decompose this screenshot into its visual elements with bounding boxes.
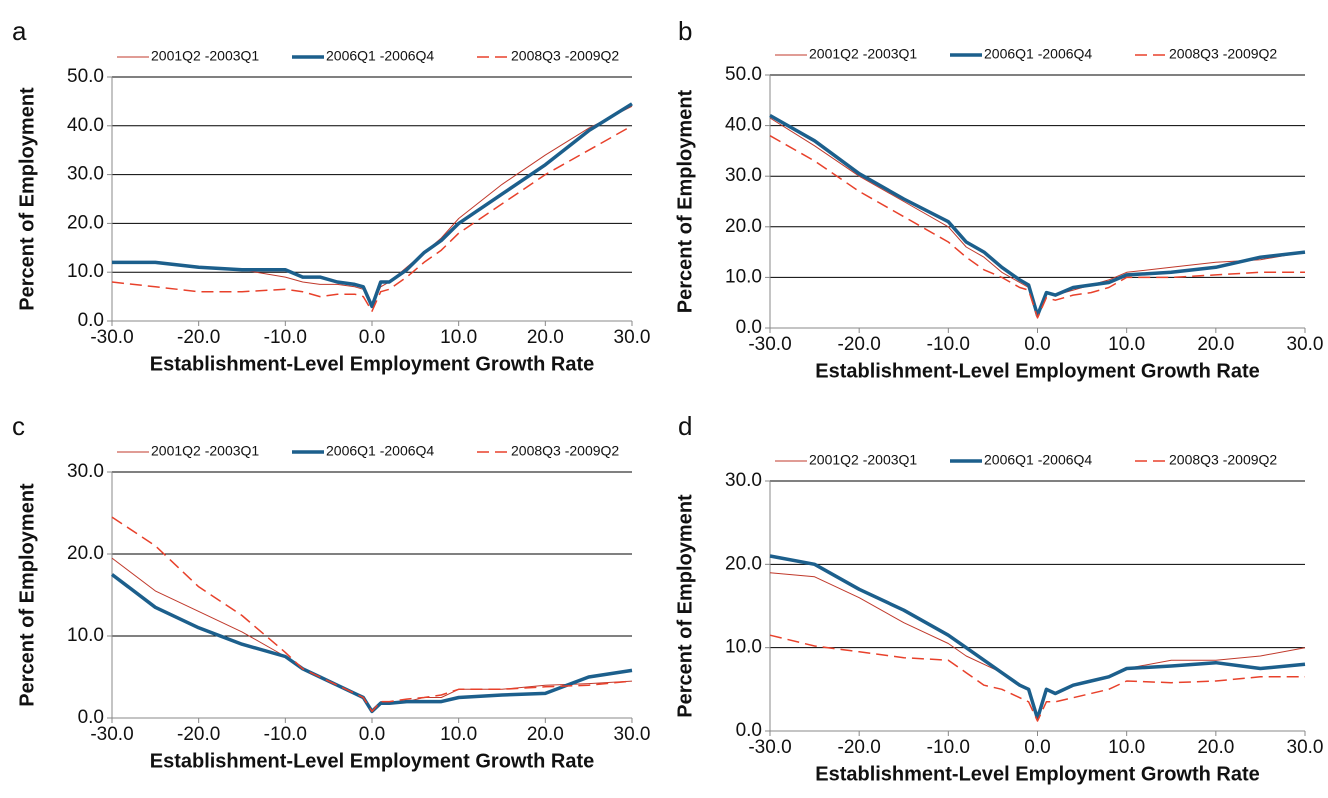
y-tick-label: 10.0 <box>67 625 104 646</box>
y-tick-label: 20.0 <box>67 543 104 564</box>
panel-label: b <box>678 16 692 46</box>
y-axis-label: Percent of Employment <box>674 89 696 313</box>
series-line <box>112 102 633 309</box>
legend-label: 2006Q1 -2006Q4 <box>984 46 1092 62</box>
y-tick-label: 30.0 <box>725 470 762 491</box>
series-line <box>112 105 633 307</box>
x-tick-label: -10.0 <box>927 334 970 355</box>
legend-label: 2001Q2 -2003Q1 <box>151 48 259 64</box>
x-tick-label: 30.0 <box>1287 737 1324 758</box>
series-line <box>769 135 1305 319</box>
y-tick-label: 30.0 <box>67 461 104 482</box>
y-tick-label: 40.0 <box>67 115 104 136</box>
panel-label: c <box>12 411 25 441</box>
x-tick-label: -30.0 <box>748 334 791 355</box>
y-tick-label: 20.0 <box>725 553 762 574</box>
x-tick-label: -10.0 <box>264 327 307 348</box>
x-tick-label: 0.0 <box>1024 737 1050 758</box>
series-line <box>769 554 1306 721</box>
x-tick-label: -20.0 <box>838 334 881 355</box>
legend-label: 2001Q2 -2003Q1 <box>809 46 917 62</box>
legend-label: 2008Q3 -2009Q2 <box>511 48 619 64</box>
x-tick-label: 0.0 <box>359 327 385 348</box>
x-tick-label: 0.0 <box>359 724 385 745</box>
x-tick-label: 20.0 <box>527 724 564 745</box>
y-tick-label: 0.0 <box>736 720 762 741</box>
series-line <box>111 516 633 713</box>
x-tick-label: -20.0 <box>177 327 220 348</box>
legend-label: 2006Q1 -2006Q4 <box>326 48 434 64</box>
panel-label: d <box>678 411 692 441</box>
y-tick-label: 20.0 <box>67 212 104 233</box>
y-tick-label: 30.0 <box>67 164 104 185</box>
x-axis-label: Establishment-Level Employment Growth Ra… <box>815 360 1260 382</box>
y-tick-label: 0.0 <box>78 310 104 331</box>
x-axis-label: Establishment-Level Employment Growth Ra… <box>815 763 1260 785</box>
y-tick-label: 10.0 <box>725 637 762 658</box>
legend-label: 2006Q1 -2006Q4 <box>326 443 434 459</box>
y-tick-label: 50.0 <box>725 64 762 85</box>
x-tick-label: -30.0 <box>90 724 133 745</box>
x-tick-label: -10.0 <box>264 724 307 745</box>
y-axis-label: Percent of Employment <box>674 494 696 718</box>
panel-label: a <box>12 16 27 46</box>
legend-label: 2008Q3 -2009Q2 <box>1169 452 1277 468</box>
y-tick-label: 10.0 <box>67 261 104 282</box>
series-line <box>769 113 1306 318</box>
x-tick-label: 10.0 <box>440 327 477 348</box>
x-axis-label: Establishment-Level Employment Growth Ra… <box>150 353 595 375</box>
series-line <box>111 125 633 312</box>
x-tick-label: 20.0 <box>1197 334 1234 355</box>
y-tick-label: 0.0 <box>78 707 104 728</box>
y-axis-label: Percent of Employment <box>16 87 38 311</box>
x-tick-label: 30.0 <box>1287 334 1324 355</box>
y-tick-label: 0.0 <box>736 317 762 338</box>
series-line <box>769 634 1305 722</box>
x-tick-label: 20.0 <box>1197 737 1234 758</box>
x-tick-label: 30.0 <box>614 327 651 348</box>
legend-label: 2001Q2 -2003Q1 <box>151 443 259 459</box>
x-tick-label: 10.0 <box>1108 334 1145 355</box>
x-tick-label: 30.0 <box>614 724 651 745</box>
x-tick-label: 20.0 <box>527 327 564 348</box>
legend-label: 2008Q3 -2009Q2 <box>511 443 619 459</box>
x-axis-label: Establishment-Level Employment Growth Ra… <box>150 750 595 772</box>
series-line <box>769 117 1306 316</box>
series-line <box>110 573 633 714</box>
x-tick-label: -30.0 <box>90 327 133 348</box>
y-axis-label: Percent of Employment <box>16 483 38 707</box>
legend-label: 2001Q2 -2003Q1 <box>809 452 917 468</box>
y-tick-label: 40.0 <box>725 115 762 136</box>
legend-label: 2008Q3 -2009Q2 <box>1169 46 1277 62</box>
legend-label: 2006Q1 -2006Q4 <box>984 452 1092 468</box>
x-tick-label: 0.0 <box>1024 334 1050 355</box>
y-tick-label: 10.0 <box>725 266 762 287</box>
x-tick-label: -30.0 <box>748 737 791 758</box>
x-tick-label: -20.0 <box>177 724 220 745</box>
x-tick-label: -20.0 <box>838 737 881 758</box>
y-tick-label: 30.0 <box>725 165 762 186</box>
y-tick-label: 20.0 <box>725 216 762 237</box>
y-tick-label: 50.0 <box>67 66 104 87</box>
x-tick-label: 10.0 <box>1108 737 1145 758</box>
x-tick-label: 10.0 <box>440 724 477 745</box>
x-tick-label: -10.0 <box>927 737 970 758</box>
series-line <box>769 572 1306 721</box>
